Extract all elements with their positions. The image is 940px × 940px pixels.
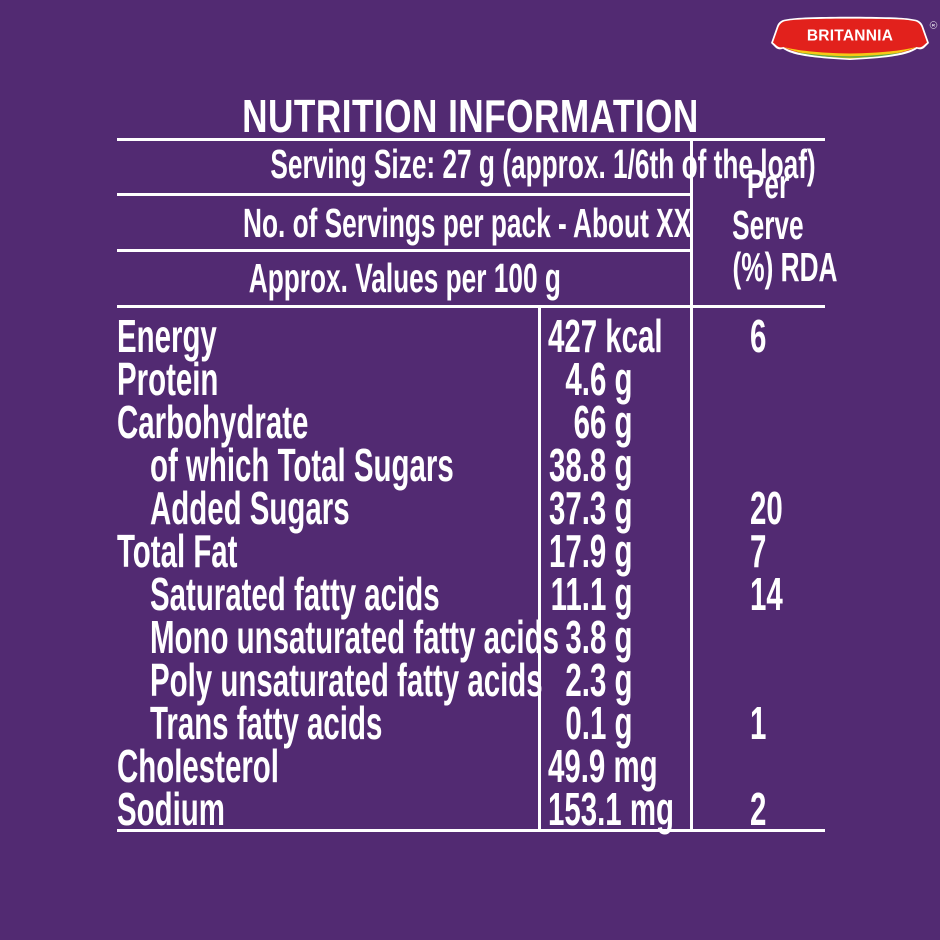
svg-text:R: R [932,23,935,28]
svg-text:BRITANNIA: BRITANNIA [807,28,893,45]
